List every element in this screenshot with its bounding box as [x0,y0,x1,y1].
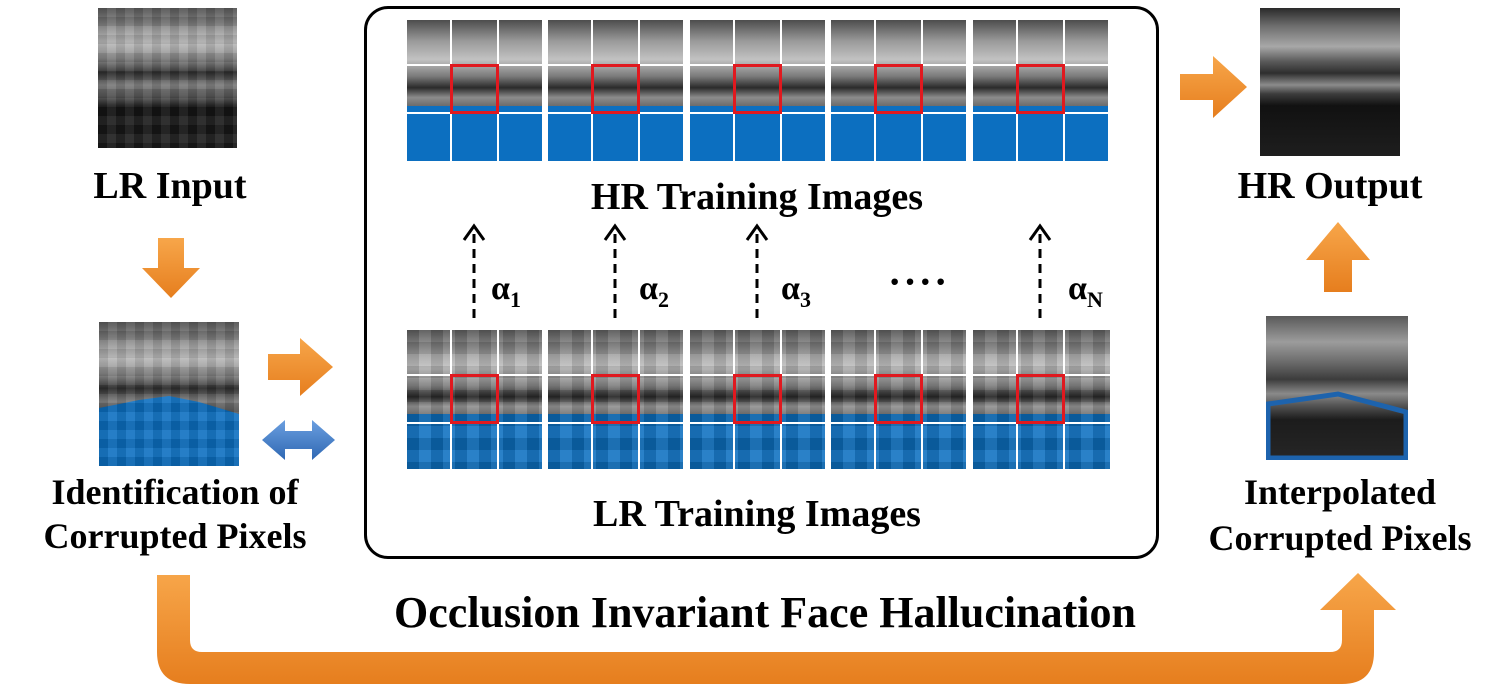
arrow-up-right [1306,222,1370,292]
hr-training-face-5 [973,20,1108,161]
identification-label-line2: Corrupted Pixels [43,516,307,556]
interpolated-region-outline [1266,391,1408,460]
diagram-title: Occlusion Invariant Face Hallucination [394,588,1136,637]
arrow-right-top [1180,56,1247,118]
training-panel [364,6,1159,559]
lr-input-label: LR Input [93,165,247,207]
alpha-2-label: α2 [639,270,669,312]
arrow-down-left [142,238,200,298]
arrow-bottom-loop [157,573,1396,684]
hr-training-face-1 [407,20,542,161]
hr-output-face-image [1260,8,1400,156]
hr-training-face-4 [831,20,966,161]
interpolated-label-line1: Interpolated [1244,472,1436,512]
identification-label-line1: Identification of [51,472,299,512]
lr-training-face-1 [407,330,542,469]
lr-input-face-image [98,8,237,148]
hr-training-label: HR Training Images [590,176,924,218]
alpha-1-label: α1 [491,270,521,312]
alpha-3-label: α3 [781,270,811,312]
interpolated-face-image [1266,316,1408,460]
lr-training-face-5 [973,330,1110,469]
hr-training-face-3 [690,20,825,161]
lr-training-face-4 [831,330,966,469]
ellipsis-label: ···· [888,259,950,304]
identification-face-image [99,322,239,466]
interpolated-label-line2: Corrupted Pixels [1208,518,1472,558]
lr-training-face-3 [690,330,825,469]
arrow-right-middle [268,338,333,396]
hr-training-face-2 [548,20,683,161]
occlusion-mask-shape [99,396,239,466]
dashed-arrows [462,223,1052,318]
lr-training-label: LR Training Images [593,493,921,535]
alpha-n-label: αN [1068,270,1103,312]
hr-output-label: HR Output [1237,165,1423,207]
lr-training-face-2 [548,330,683,469]
double-arrow-blue [262,420,335,460]
